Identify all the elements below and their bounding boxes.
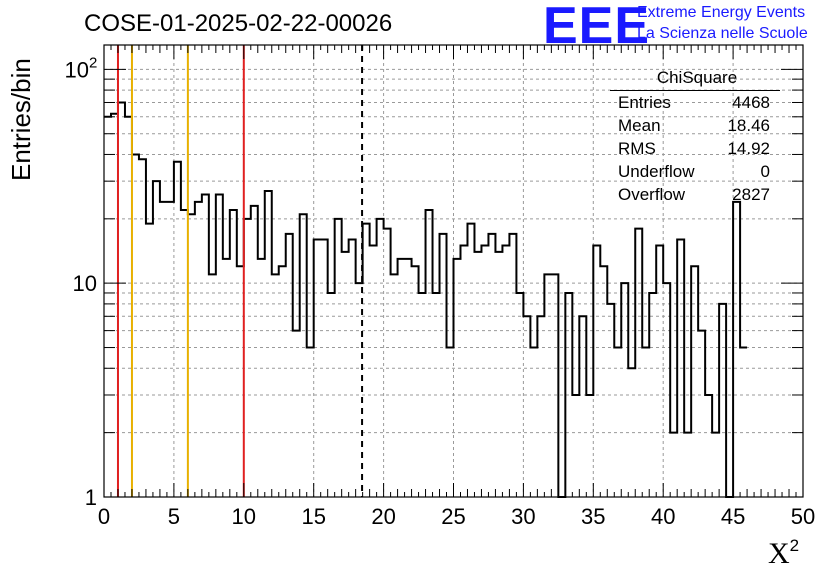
- stats-rows: Entries 4468 Mean 18.46 RMS 14.92 Underflow 0 Ov…: [612, 91, 778, 206]
- stats-value: 2827: [732, 185, 770, 204]
- x-tick-label: 25: [441, 504, 465, 529]
- x-axis-label-base: X: [768, 537, 790, 570]
- logo-line-2: La Scienza nelle Scuole: [637, 25, 808, 42]
- chart-title: COSE-01-2025-02-22-00026: [84, 10, 393, 37]
- stats-divider: [610, 90, 780, 91]
- y-tick-label: 10: [73, 271, 97, 296]
- stats-label: RMS: [618, 139, 656, 158]
- stats-box: ChiSquare Entries 4468 Mean 18.46 RMS 14.92 Un…: [610, 68, 780, 206]
- histogram-series: [104, 101, 748, 498]
- x-tick-label: 15: [301, 504, 325, 529]
- stats-value: 14.92: [727, 139, 770, 158]
- stats-label: Underflow: [618, 162, 695, 181]
- x-tick-label: 30: [511, 504, 535, 529]
- stats-value: 4468: [732, 93, 770, 112]
- x-tick-label: 20: [371, 504, 395, 529]
- y-tick-label: 10: [65, 57, 89, 82]
- eee-logo: EEE: [543, 0, 651, 55]
- y-tick-label: 1: [85, 485, 97, 510]
- x-axis-label: X2: [768, 536, 799, 571]
- x-tick-label: 10: [232, 504, 256, 529]
- stats-label: Overflow: [618, 185, 686, 204]
- stats-row-underflow: Underflow 0: [612, 160, 778, 183]
- stats-row-overflow: Overflow 2827: [612, 183, 778, 206]
- stats-row-entries: Entries 4468: [612, 91, 778, 114]
- x-tick-label: 35: [581, 504, 605, 529]
- y-tick-label-superscript: 2: [89, 54, 97, 71]
- stats-title: ChiSquare: [656, 68, 738, 87]
- x-axis-label-superscript: 2: [789, 536, 800, 555]
- logo-line-1: Extreme Energy Events: [637, 4, 806, 21]
- stats-row-rms: RMS 14.92: [612, 137, 778, 160]
- x-tick-label: 45: [721, 504, 745, 529]
- x-tick-label: 0: [98, 504, 110, 529]
- stats-label: Entries: [618, 93, 671, 112]
- stats-value: 18.46: [727, 116, 770, 135]
- x-tick-label: 40: [651, 504, 675, 529]
- x-tick-label: 5: [168, 504, 180, 529]
- x-tick-label: 50: [791, 504, 815, 529]
- y-axis-label: Entries/bin: [6, 58, 36, 181]
- stats-value: 0: [760, 162, 770, 181]
- stats-label: Mean: [618, 116, 661, 135]
- stats-row-mean: Mean 18.46: [612, 114, 778, 137]
